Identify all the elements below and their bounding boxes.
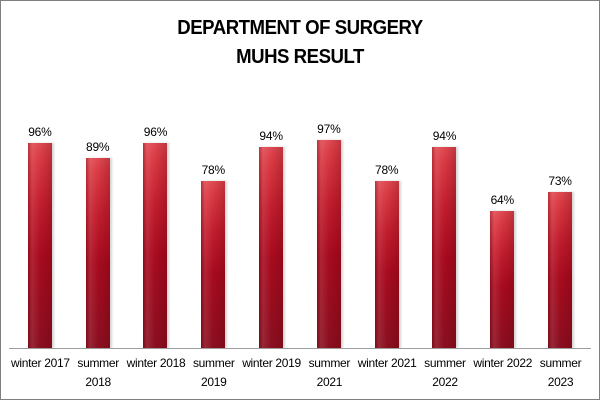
x-axis-label-line: winter 2017: [11, 356, 70, 370]
x-axis-label: winter 2022: [473, 351, 532, 392]
x-axis-label-line: summer: [539, 356, 582, 370]
bar-group: 94%: [242, 129, 300, 348]
x-axis-label: summer 2023: [532, 351, 589, 392]
bar-group: 78%: [358, 163, 416, 348]
x-axis-label: summer 2021: [301, 351, 358, 392]
x-axis-label-line: summer: [192, 356, 235, 370]
x-axis-label-line: winter 2022: [473, 356, 533, 370]
x-axis-label: winter 2021: [358, 351, 417, 392]
x-axis-label: summer 2018: [70, 351, 127, 392]
x-labels-row: winter 2017 summer 2018 winter 2018 summe…: [11, 351, 589, 392]
x-axis-label-line: winter 2019: [242, 356, 301, 370]
x-axis-label-line: winter 2018: [126, 356, 186, 370]
bar-group: 64%: [473, 193, 531, 348]
x-axis-label: winter 2018: [127, 351, 186, 392]
bar-value-label: 97%: [317, 122, 341, 136]
bar: [259, 147, 284, 348]
bar: [27, 143, 52, 348]
x-axis-line: [9, 348, 591, 349]
bar-value-label: 78%: [374, 163, 399, 177]
bar-value-label: 89%: [85, 140, 110, 154]
bar-group: 78%: [184, 163, 242, 348]
x-axis-label-line: 2022: [432, 375, 458, 389]
bar-group: 73%: [531, 174, 589, 348]
bar: [374, 181, 399, 348]
chart-title-line-2: MUHS RESULT: [236, 46, 364, 68]
bar-value-label: 96%: [143, 125, 168, 139]
x-axis-label-line: 2021: [316, 375, 343, 389]
bar: [201, 181, 226, 348]
bar-value-label: 96%: [28, 125, 52, 139]
bar-value-label: 73%: [548, 174, 572, 188]
x-axis-label-line: summer: [308, 356, 351, 370]
x-axis-label-line: 2018: [85, 375, 111, 389]
x-axis-label-line: summer: [424, 356, 466, 370]
bar-group: 97%: [300, 122, 358, 348]
chart-title-line-1: DEPARTMENT OF SURGERY: [177, 17, 423, 39]
bar-value-label: 94%: [259, 129, 283, 143]
bar: [316, 140, 341, 348]
x-axis-label: summer 2019: [185, 351, 242, 392]
bar: [490, 211, 515, 348]
x-axis-label: winter 2017: [11, 351, 70, 392]
bar-group: 94%: [416, 129, 474, 348]
bar-value-label: 78%: [201, 163, 226, 177]
bar-group: 96%: [127, 125, 185, 348]
x-axis-label-line: 2023: [547, 375, 574, 389]
bar-group: 96%: [11, 125, 69, 348]
bar: [143, 143, 168, 348]
plot-area: 96% 89% 96% 78% 94% 97% 78% 94% 64% 73%: [11, 1, 589, 348]
bars-row: 96% 89% 96% 78% 94% 97% 78% 94% 64% 73%: [11, 1, 589, 348]
x-axis-label: summer 2022: [417, 351, 474, 392]
x-axis-label-line: 2019: [201, 375, 227, 389]
x-axis-label: winter 2019: [242, 351, 301, 392]
bar: [548, 192, 573, 348]
x-axis-label-line: winter 2021: [357, 356, 417, 370]
chart-title: DEPARTMENT OF SURGERY MUHS RESULT: [22, 14, 578, 72]
bar-value-label: 94%: [432, 129, 457, 143]
x-axis-label-line: summer: [77, 356, 119, 370]
bar: [432, 147, 457, 348]
bar-group: 89%: [69, 140, 127, 348]
bar: [85, 158, 110, 348]
bar-value-label: 64%: [490, 193, 515, 207]
